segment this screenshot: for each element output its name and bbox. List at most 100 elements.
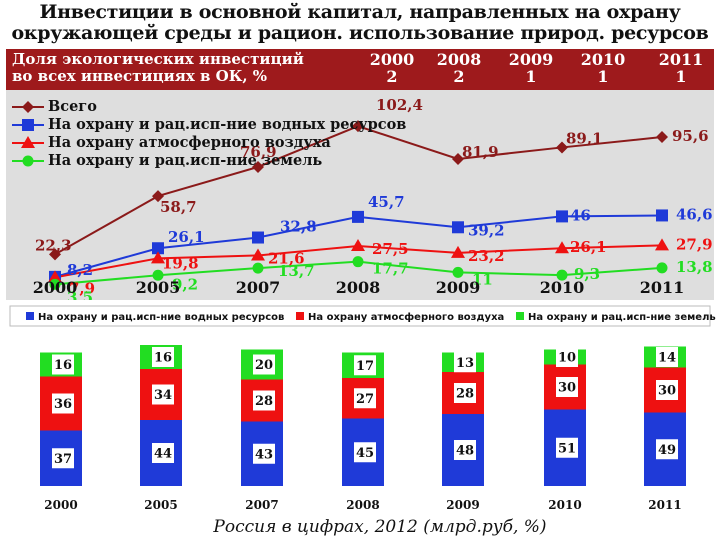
- bar-value-label-2005-s1: 34: [154, 388, 172, 403]
- bar-value-label-2010-s2: 10: [558, 351, 576, 366]
- share-column-2008: 2008 2: [429, 51, 489, 85]
- share-value: 1: [675, 67, 687, 86]
- marker-s1-2005: [152, 242, 164, 255]
- share-year: 2011: [658, 50, 704, 69]
- marker-s1-2008: [352, 210, 364, 223]
- bar-value-box: [152, 384, 174, 405]
- chart-title: Инвестиции в основной капитал, направлен…: [0, 2, 720, 44]
- bar-category-label-2011: 2011: [648, 498, 681, 512]
- marker-s1-2009: [452, 221, 464, 234]
- marker-s2-2011: [655, 238, 669, 251]
- eco-investment-share-strip: Доля экологических инвестиций во всех ин…: [6, 49, 714, 90]
- marker-s2-2005: [151, 251, 165, 264]
- data-label-s3-2009: 11: [472, 270, 493, 288]
- marker-s0-2000: [49, 248, 61, 261]
- data-label-s3-2011: 13,8: [676, 258, 713, 276]
- bar-value-box: [454, 352, 476, 373]
- data-label-s1-2000: 8,2: [67, 261, 93, 279]
- data-label-s2-2010: 26,1: [570, 238, 607, 256]
- bar-value-box: [556, 437, 578, 458]
- bar-legend-label: На охрану атмосферного воздуха: [308, 311, 504, 323]
- bar-value-label-2000-s1: 36: [54, 397, 72, 412]
- marker-s3-2008: [352, 256, 364, 268]
- marker-s2-2007: [251, 248, 265, 261]
- x-tick-label-2005: 2005: [136, 278, 181, 297]
- share-column-2000: 2000 2: [362, 51, 422, 85]
- data-label-s2-2000: 7,9: [69, 279, 95, 297]
- data-label-s1-2011: 46,6: [676, 205, 713, 223]
- bar-value-box: [556, 377, 578, 397]
- bar-value-box: [656, 347, 678, 367]
- bar-value-box: [354, 442, 376, 463]
- share-year: 2010: [580, 50, 626, 69]
- bar-value-label-2008-s1: 27: [356, 392, 374, 407]
- share-value: 1: [597, 67, 609, 86]
- legend-marker: [22, 119, 34, 131]
- bar-value-label-2009-s2: 13: [456, 356, 474, 371]
- bar-legend-swatch: [296, 312, 304, 320]
- bar-value-box: [354, 388, 376, 409]
- legend-item-0: Всего: [12, 98, 97, 115]
- x-tick-label-2007: 2007: [236, 278, 281, 297]
- legend-item-2: На охрану атмосферного воздуха: [12, 134, 331, 151]
- legend-marker: [22, 155, 34, 167]
- share-column-2009: 2009 1: [501, 51, 561, 85]
- bar-value-label-2009-s1: 28: [456, 387, 474, 402]
- marker-s2-2009: [451, 245, 465, 258]
- marker-s0-2008: [352, 120, 364, 133]
- data-label-s0-2008: 102,4: [376, 96, 423, 114]
- bar-value-box: [556, 347, 578, 367]
- share-year: 2009: [508, 50, 554, 69]
- marker-s3-2009: [452, 266, 464, 278]
- bar-category-label-2009: 2009: [446, 498, 479, 512]
- legend-label: На охрану и рац.исп-ние земель: [48, 152, 322, 169]
- data-label-s3-2007: 13,7: [278, 262, 315, 280]
- data-label-s3-2005: 9,2: [172, 275, 198, 293]
- data-label-s0-2011: 95,6: [672, 127, 709, 145]
- marker-s0-2011: [656, 131, 668, 144]
- share-column-2010: 2010 1: [573, 51, 633, 85]
- data-label-s0-2000: 22,3: [35, 236, 72, 254]
- marker-s2-2010: [555, 241, 569, 254]
- bar-legend-label: На охрану и рац.исп-ние земель: [528, 312, 716, 323]
- bar-value-label-2008-s0: 45: [356, 446, 374, 461]
- bar-category-label-2000: 2000: [44, 498, 77, 512]
- data-label-s3-2008: 17,7: [372, 260, 409, 278]
- legend-label: На охрану атмосферного воздуха: [48, 134, 331, 151]
- share-value: 2: [453, 67, 465, 86]
- bar-category-label-2008: 2008: [346, 498, 379, 512]
- legend-item-3: На охрану и рац.исп-ние земель: [12, 152, 322, 169]
- bar-value-label-2007-s0: 43: [255, 447, 273, 462]
- data-label-s2-2009: 23,2: [468, 247, 505, 265]
- data-label-s3-2000: 3,5: [67, 288, 93, 300]
- share-column-2011: 2011 1: [651, 51, 711, 85]
- bar-category-label-2010: 2010: [548, 498, 581, 512]
- bar-value-label-2011-s2: 14: [658, 351, 676, 366]
- marker-s2-2008: [351, 239, 365, 251]
- legend-label: На охрану и рац.исп-ние водных ресурсов: [48, 116, 406, 133]
- marker-s3-2000: [49, 278, 61, 290]
- bar-value-box: [152, 443, 174, 463]
- bar-category-label-2007: 2007: [245, 498, 278, 512]
- data-label-s1-2009: 39,2: [468, 221, 505, 239]
- line-chart: 22,3 58,7 76,9 102,4 81,9 89,1 95,6 8,2 26,1 32,8…: [6, 90, 714, 300]
- title-line-2: окружающей среды и рацион. использование…: [11, 22, 709, 44]
- x-tick-label-2010: 2010: [540, 278, 585, 297]
- x-tick-label-2000: 2000: [33, 278, 78, 297]
- bar-value-label-2007-s1: 28: [255, 394, 273, 409]
- share-label-line-1: Доля экологических инвестиций: [12, 50, 304, 68]
- x-tick-label-2009: 2009: [436, 278, 481, 297]
- bar-value-label-2008-s2: 17: [356, 359, 374, 374]
- bar-value-box: [52, 448, 74, 469]
- data-label-s0-2005: 58,7: [160, 198, 197, 216]
- marker-s3-2005: [152, 269, 164, 281]
- data-label-s1-2005: 26,1: [168, 228, 205, 246]
- bar-legend-box: [9, 305, 711, 327]
- data-label-s1-2010: 46: [570, 206, 591, 224]
- legend-label: Всего: [48, 98, 97, 115]
- share-value: 1: [525, 67, 537, 86]
- bar-legend-item-0: На охрану и рац.исп-ние водных ресурсов: [26, 312, 284, 323]
- bar-value-box: [656, 439, 678, 460]
- marker-s3-2010: [556, 269, 568, 281]
